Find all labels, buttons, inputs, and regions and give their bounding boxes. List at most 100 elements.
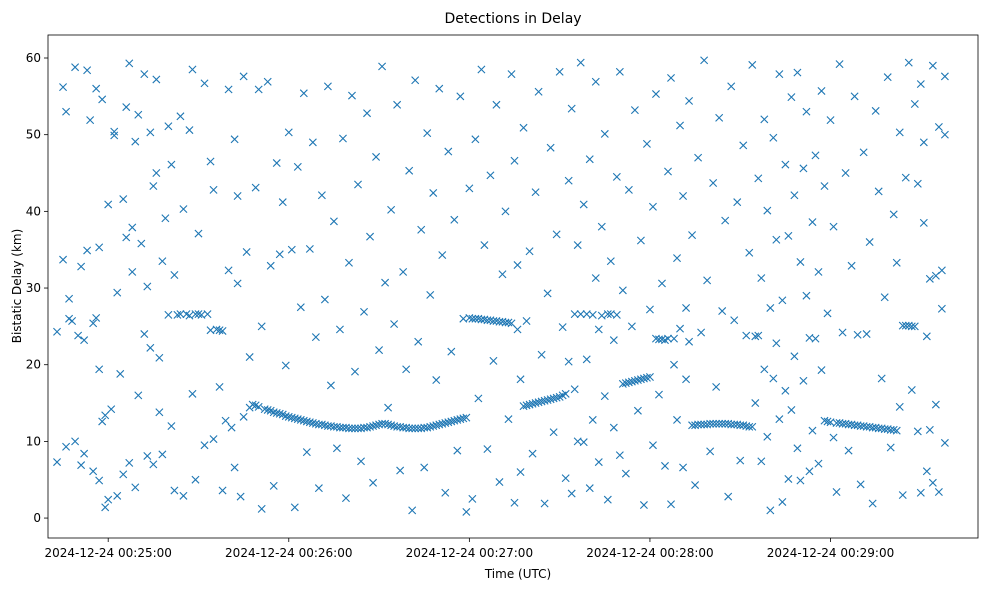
data-point: [907, 322, 916, 331]
data-point: [751, 399, 760, 408]
data-point: [715, 113, 724, 122]
data-point: [594, 458, 603, 467]
data-point: [275, 250, 284, 259]
data-point: [621, 469, 630, 478]
data-point: [724, 492, 733, 501]
data-point: [176, 112, 185, 121]
data-point: [799, 164, 808, 173]
data-point: [727, 420, 736, 429]
data-point: [718, 419, 727, 428]
data-point: [372, 421, 381, 430]
data-point: [101, 411, 110, 420]
data-point: [543, 395, 552, 404]
data-point: [459, 414, 468, 423]
data-point: [706, 419, 715, 428]
data-point: [143, 282, 152, 291]
data-point: [399, 267, 408, 276]
data-point: [77, 262, 86, 271]
data-point: [868, 499, 877, 508]
data-point: [940, 72, 949, 81]
data-point: [922, 467, 931, 476]
data-point: [667, 500, 675, 509]
data-point: [904, 58, 913, 67]
data-point: [462, 507, 471, 516]
data-point: [760, 365, 769, 374]
data-point: [456, 92, 465, 101]
data-point: [320, 295, 329, 304]
data-point: [835, 60, 844, 69]
data-point: [694, 153, 703, 162]
data-point: [134, 391, 143, 400]
data-point: [104, 495, 113, 504]
data-point: [633, 406, 642, 415]
data-point: [883, 73, 892, 82]
data-point: [110, 131, 119, 140]
data-point: [254, 402, 263, 411]
data-point: [670, 360, 679, 369]
data-point: [519, 402, 528, 411]
data-point: [691, 481, 700, 490]
data-point: [95, 365, 104, 374]
data-point: [239, 412, 248, 421]
data-point: [537, 350, 546, 359]
data-point: [378, 62, 387, 71]
data-point: [570, 385, 579, 394]
data-point: [670, 334, 679, 343]
data-point: [351, 424, 359, 433]
data-point: [673, 254, 682, 263]
data-point: [477, 65, 486, 74]
data-point: [925, 425, 934, 434]
data-point: [429, 422, 438, 431]
data-point: [206, 157, 215, 166]
data-point: [940, 438, 949, 447]
data-point: [898, 491, 907, 500]
data-point: [889, 425, 898, 434]
data-point: [435, 420, 444, 429]
data-point: [567, 489, 576, 498]
data-point: [639, 374, 648, 383]
data-point: [344, 258, 353, 267]
data-point: [447, 417, 456, 426]
data-point: [522, 317, 531, 325]
data-point: [817, 86, 826, 95]
data-point: [781, 386, 790, 395]
data-point: [113, 491, 122, 500]
data-point: [236, 492, 245, 501]
data-point: [326, 381, 335, 390]
data-point: [817, 366, 826, 375]
data-point: [507, 70, 516, 79]
data-point: [215, 382, 224, 391]
data-point: [423, 423, 432, 432]
data-point: [910, 100, 919, 108]
data-point: [140, 70, 149, 79]
data-point: [293, 162, 302, 171]
data-point: [790, 191, 799, 200]
data-point: [519, 123, 528, 132]
plot-frame: [47, 34, 979, 539]
data-point: [537, 397, 546, 406]
data-point: [59, 255, 68, 264]
data-point: [248, 400, 257, 409]
data-point: [633, 376, 642, 385]
data-point: [317, 420, 326, 429]
x-axis-label: Time (UTC): [484, 567, 551, 581]
data-point: [727, 82, 736, 91]
data-point: [176, 310, 185, 319]
data-point: [341, 494, 350, 503]
data-point: [591, 77, 600, 86]
data-point: [224, 266, 233, 275]
data-point: [730, 316, 739, 325]
data-point: [408, 424, 417, 433]
data-point: [585, 484, 594, 493]
x-tick-label: 2024-12-24 00:26:00: [225, 546, 352, 560]
data-point: [92, 84, 101, 93]
data-point: [128, 267, 137, 276]
data-point: [89, 467, 98, 476]
data-point: [703, 276, 712, 285]
data-point: [224, 85, 233, 94]
data-point: [405, 166, 414, 175]
data-point: [158, 257, 167, 266]
data-point: [618, 286, 627, 295]
